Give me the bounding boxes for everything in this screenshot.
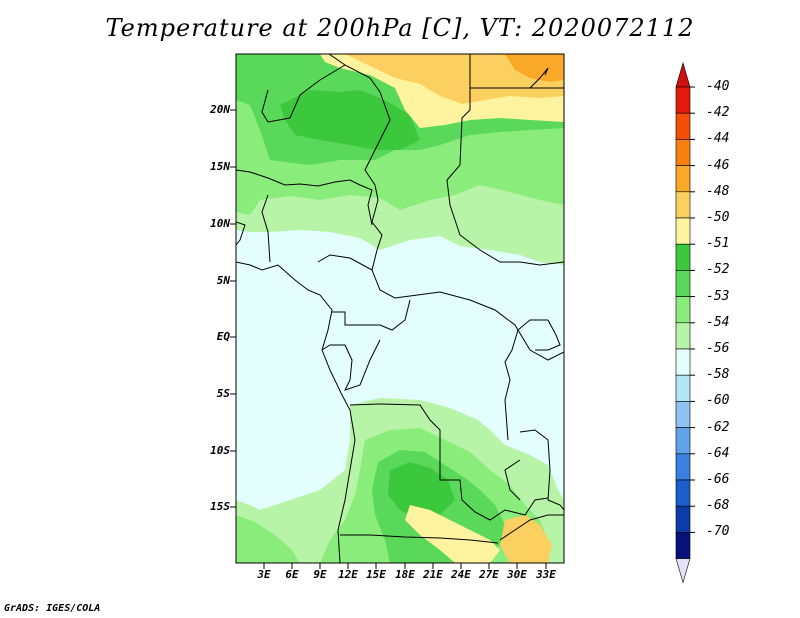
colorbar-label: -66 [706, 472, 730, 487]
lat-label-10S: 10S [210, 444, 230, 457]
lon-label-12E: 12E [338, 568, 358, 581]
lon-tick-marks [263, 563, 547, 569]
map-title: Temperature at 200hPa [C], VT: 202007211… [105, 14, 695, 42]
colorbar-swatch [675, 112, 691, 140]
colorbar-label: -70 [706, 524, 730, 540]
colorbar-label: -44 [706, 131, 730, 147]
field-s-minus-50-51 [405, 505, 500, 563]
lat-tick-marks [230, 109, 236, 508]
colorbar-label: -60 [706, 393, 730, 409]
colorbar-swatch [675, 243, 691, 271]
colorbar-swatch [675, 139, 691, 166]
field-s-minus-51b [388, 462, 455, 520]
lon-label-33E: 33E [536, 568, 556, 581]
field-w-minus-52-53 [236, 515, 300, 563]
colorbar-label: -68 [706, 498, 730, 514]
colorbar-label: -48 [706, 183, 730, 199]
colorbar-label: -62 [706, 419, 730, 435]
field-s-minus-48-50 [500, 515, 552, 563]
colorbar-swatch [675, 322, 691, 350]
lon-label-24E: 24E [451, 568, 471, 581]
colorbar-swatch [675, 86, 691, 114]
field-minus-48-50 [345, 54, 564, 104]
colorbar-swatch [675, 348, 691, 376]
colorbar-swatch [675, 401, 691, 428]
colorbar-label: -58 [706, 367, 730, 383]
country-borders [236, 54, 564, 563]
lon-label-18E: 18E [395, 568, 415, 581]
map-frame [235, 53, 565, 564]
colorbar-label: -56 [706, 341, 730, 356]
colorbar-label: -50 [706, 210, 730, 225]
colorbar [675, 61, 695, 584]
colorbar-swatch [675, 217, 691, 245]
lon-label-21E: 21E [423, 568, 443, 581]
lat-label-20N: 20N [210, 103, 230, 116]
lat-label-EQ: EQ [216, 330, 230, 343]
colorbar-label: -46 [706, 157, 730, 173]
colorbar-swatch [675, 505, 691, 533]
colorbar-bottom-arrow [675, 558, 691, 584]
lon-label-9E: 9E [313, 568, 327, 581]
colorbar-swatch [675, 479, 691, 507]
lat-label-15S: 15S [210, 500, 230, 513]
lon-label-30E: 30E [507, 568, 527, 581]
colorbar-label: -40 [706, 79, 730, 94]
colorbar-label: -52 [706, 262, 730, 278]
lon-label-15E: 15E [366, 568, 386, 581]
colorbar-label: -51 [706, 236, 730, 252]
colorbar-swatch [675, 532, 691, 559]
grads-credit: GrADS: IGES/COLA [4, 603, 101, 614]
field-minus-46-48 [505, 54, 564, 82]
colorbar-swatch [675, 165, 691, 193]
colorbar-label: -53 [706, 288, 730, 304]
lat-label-5N: 5N [216, 274, 230, 287]
lon-label-3E: 3E [257, 568, 271, 581]
temperature-field [236, 54, 564, 563]
colorbar-swatch [675, 427, 691, 455]
colorbar-top-arrow [675, 61, 691, 88]
lat-label-15N: 15N [210, 160, 230, 173]
colorbar-swatch [675, 453, 691, 481]
colorbar-label: -64 [706, 445, 730, 461]
colorbar-swatch [675, 374, 691, 402]
colorbar-swatch [675, 296, 691, 324]
colorbar-label: -54 [706, 314, 730, 330]
colorbar-swatch [675, 191, 691, 219]
lat-label-10N: 10N [210, 217, 230, 230]
lat-label-5S: 5S [216, 387, 230, 400]
lon-label-27E: 27E [479, 568, 499, 581]
colorbar-label: -42 [706, 105, 730, 121]
colorbar-swatch [675, 270, 691, 297]
lon-label-6E: 6E [285, 568, 299, 581]
